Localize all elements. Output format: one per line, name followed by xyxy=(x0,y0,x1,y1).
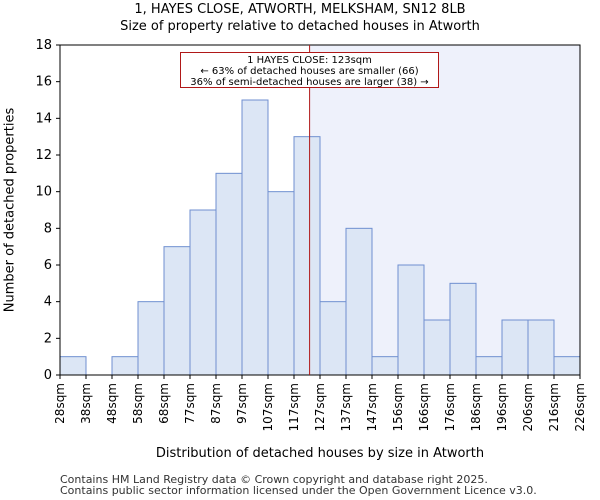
annotation-box: 1 HAYES CLOSE: 123sqm ← 63% of detached … xyxy=(180,52,439,88)
bar-48sqm xyxy=(111,356,139,376)
bar-97sqm xyxy=(241,99,269,376)
x-tick-label-216sqm: 216sqm xyxy=(547,383,561,431)
y-tick-label-8: 8 xyxy=(44,221,52,236)
footer-line-1: Contains HM Land Registry data © Crown c… xyxy=(60,473,488,486)
x-tick-label-166sqm: 166sqm xyxy=(417,383,431,431)
bar-77sqm xyxy=(189,209,217,376)
bar-156sqm xyxy=(397,264,425,376)
y-tick-label-10: 10 xyxy=(35,185,52,200)
y-tick-label-14: 14 xyxy=(35,111,52,126)
bar-137sqm xyxy=(345,227,373,376)
bar-127sqm xyxy=(319,301,347,376)
x-tick-label-186sqm: 186sqm xyxy=(469,383,483,431)
x-tick-label-38sqm: 38sqm xyxy=(79,383,93,424)
bar-87sqm xyxy=(215,172,243,376)
y-tick-label-0: 0 xyxy=(44,368,52,383)
y-tick-label-12: 12 xyxy=(35,148,52,163)
chart-subtitle: Size of property relative to detached ho… xyxy=(120,19,480,34)
bar-58sqm xyxy=(137,301,165,376)
bar-206sqm xyxy=(527,319,555,376)
x-tick-label-68sqm: 68sqm xyxy=(157,383,171,424)
bar-186sqm xyxy=(475,356,503,376)
y-tick-label-16: 16 xyxy=(35,75,52,90)
x-tick-label-127sqm: 127sqm xyxy=(313,383,327,431)
x-tick-label-28sqm: 28sqm xyxy=(53,383,67,424)
annotation-line-1: 1 HAYES CLOSE: 123sqm xyxy=(247,55,372,66)
x-tick-label-176sqm: 176sqm xyxy=(443,383,457,431)
x-tick-label-156sqm: 156sqm xyxy=(391,383,405,431)
chart-title: 1, HAYES CLOSE, ATWORTH, MELKSHAM, SN12 … xyxy=(134,2,466,17)
bar-107sqm xyxy=(267,191,295,376)
x-tick-label-206sqm: 206sqm xyxy=(521,383,535,431)
x-axis-label: Distribution of detached houses by size … xyxy=(155,446,485,461)
bar-68sqm xyxy=(163,246,191,376)
bar-147sqm xyxy=(371,356,399,376)
bar-28sqm xyxy=(59,356,87,376)
footer-line-2: Contains public sector information licen… xyxy=(60,484,537,497)
x-tick-label-117sqm: 117sqm xyxy=(287,383,301,431)
bar-196sqm xyxy=(501,319,529,376)
annotation-line-3: 36% of semi-detached houses are larger (… xyxy=(190,77,429,88)
x-tick-label-77sqm: 77sqm xyxy=(183,383,197,424)
y-tick-label-4: 4 xyxy=(44,295,52,310)
bar-117sqm xyxy=(293,136,321,376)
y-tick-label-6: 6 xyxy=(44,258,52,273)
x-tick-label-196sqm: 196sqm xyxy=(495,383,509,431)
x-tick-label-48sqm: 48sqm xyxy=(105,383,119,424)
y-axis-label: Number of detached properties xyxy=(2,107,18,313)
y-tick-label-18: 18 xyxy=(35,38,52,53)
x-tick-label-97sqm: 97sqm xyxy=(235,383,249,424)
y-tick-label-2: 2 xyxy=(44,331,52,346)
x-tick-label-58sqm: 58sqm xyxy=(131,383,145,424)
x-tick-label-147sqm: 147sqm xyxy=(365,383,379,431)
annotation-line-2: ← 63% of detached houses are smaller (66… xyxy=(200,66,419,77)
x-tick-label-87sqm: 87sqm xyxy=(209,383,223,424)
bar-216sqm xyxy=(553,356,581,376)
x-tick-label-107sqm: 107sqm xyxy=(261,383,275,431)
x-tick-label-137sqm: 137sqm xyxy=(339,383,353,431)
bar-176sqm xyxy=(449,282,477,376)
bar-166sqm xyxy=(423,319,451,376)
x-tick-label-226sqm: 226sqm xyxy=(573,383,587,431)
